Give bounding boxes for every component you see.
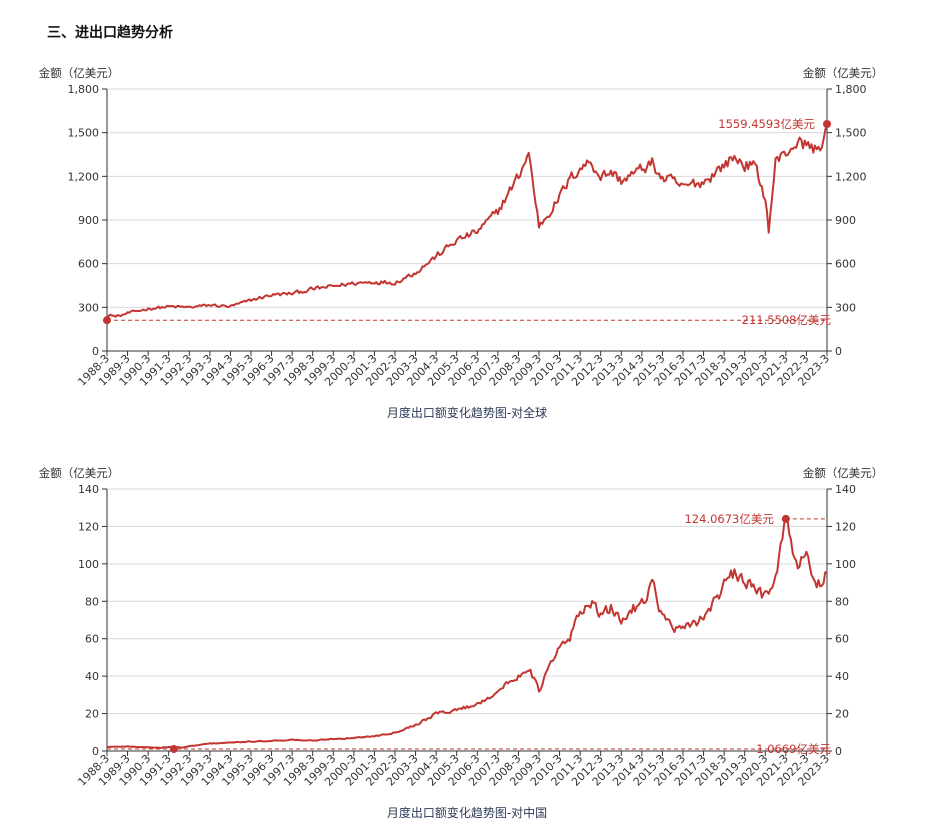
y-tick-label-left: 0	[92, 745, 99, 758]
y-axis-title-left: 金额（亿美元）	[39, 466, 120, 480]
y-tick-label-left: 60	[85, 633, 99, 646]
y-tick-label-right: 140	[835, 483, 856, 496]
y-tick-label-left: 0	[92, 345, 99, 358]
y-axis-title-right: 金额（亿美元）	[803, 466, 884, 480]
y-tick-label-right: 0	[835, 745, 842, 758]
chart-2: 0 0 20 20 40 40 60 60 80 80 100 100 120 120 140 140 金额（亿…	[39, 466, 884, 820]
y-tick-label-left: 1,500	[68, 127, 100, 140]
y-tick-label-right: 300	[835, 301, 856, 314]
y-tick-label-right: 20	[835, 708, 849, 721]
max-point	[781, 514, 790, 523]
section-title: 三、进出口趋势分析	[47, 25, 173, 41]
y-tick-label-right: 1,800	[835, 83, 867, 96]
y-axis-title-right: 金额（亿美元）	[803, 66, 884, 80]
max-label: 124.0673亿美元	[684, 512, 774, 526]
y-tick-label-left: 40	[85, 670, 99, 683]
y-tick-label-right: 1,500	[835, 127, 867, 140]
y-tick-label-left: 1,200	[68, 170, 100, 183]
y-tick-label-right: 1,200	[835, 170, 867, 183]
y-tick-label-left: 20	[85, 708, 99, 721]
y-tick-label-right: 60	[835, 633, 849, 646]
y-tick-label-left: 900	[78, 214, 99, 227]
y-tick-label-right: 120	[835, 520, 856, 533]
max-label: 1559.4593亿美元	[718, 117, 815, 131]
min-point	[103, 316, 111, 325]
y-tick-label-right: 80	[835, 595, 849, 608]
chart-1: 0 0 300 300 600 600 900 900 1,200 1,200 1,500 1,500…	[39, 66, 884, 420]
y-tick-label-left: 100	[78, 558, 99, 571]
min-label: 211.5508亿美元	[742, 313, 832, 327]
y-tick-label-left: 1,800	[68, 83, 100, 96]
y-tick-label-right: 900	[835, 214, 856, 227]
y-tick-label-left: 120	[78, 520, 99, 533]
y-tick-label-left: 300	[78, 301, 99, 314]
chart-caption: 月度出口额变化趋势图-对中国	[387, 805, 547, 820]
min-label: 1.0669亿美元	[756, 742, 831, 756]
y-tick-label-left: 80	[85, 595, 99, 608]
y-tick-label-right: 100	[835, 558, 856, 571]
series-line	[106, 123, 828, 321]
series-line	[106, 517, 828, 750]
y-tick-label-right: 40	[835, 670, 849, 683]
max-point	[823, 120, 831, 129]
y-tick-label-right: 0	[835, 345, 842, 358]
chart-caption: 月度出口额变化趋势图-对全球	[387, 405, 547, 420]
y-tick-label-left: 140	[78, 483, 99, 496]
y-axis-title-left: 金额（亿美元）	[39, 66, 120, 80]
y-tick-label-left: 600	[78, 258, 99, 271]
min-point	[169, 745, 178, 754]
y-tick-label-right: 600	[835, 258, 856, 271]
